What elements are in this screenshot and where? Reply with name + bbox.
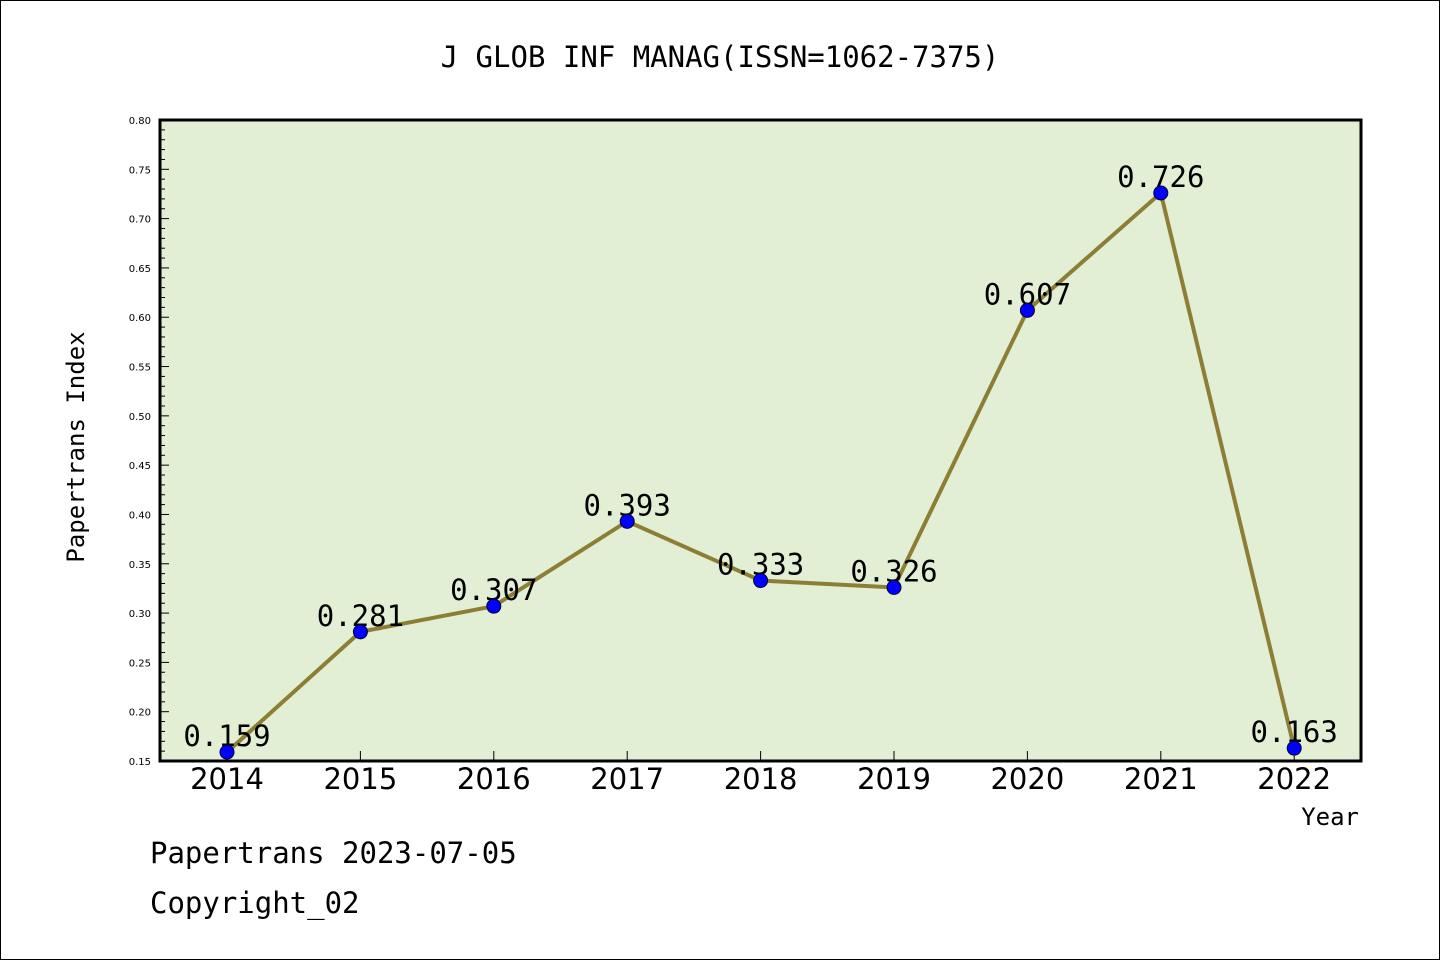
data-point xyxy=(1019,302,1035,318)
data-point xyxy=(352,624,368,640)
x-tick-label: 2014 xyxy=(190,762,264,796)
data-point xyxy=(486,598,502,614)
series-line-segment xyxy=(758,578,896,590)
y-tick-label: 0.45 xyxy=(129,461,151,472)
x-tick-label: 2021 xyxy=(1124,762,1198,796)
y-tick-label: 0.65 xyxy=(129,264,151,275)
y-tick-label: 0.55 xyxy=(129,363,151,374)
y-tick-label: 0.40 xyxy=(129,510,151,521)
x-tick-label: 2017 xyxy=(590,762,664,796)
y-tick-label: 0.25 xyxy=(129,658,151,669)
data-point xyxy=(619,513,635,529)
footer-copyright: Copyright_02 xyxy=(150,886,360,920)
data-point xyxy=(1153,185,1169,201)
series-line-segment xyxy=(1025,190,1163,313)
footer-date: Papertrans 2023-07-05 xyxy=(150,836,517,870)
y-tick-label: 0.50 xyxy=(129,412,151,423)
series-line-segment xyxy=(225,629,363,755)
x-tick-label: 2016 xyxy=(457,762,531,796)
series-line-segment xyxy=(892,308,1030,590)
data-point xyxy=(753,573,769,589)
x-tick-label: 2019 xyxy=(857,762,931,796)
data-point xyxy=(1286,740,1302,756)
plot-area xyxy=(160,120,1361,761)
plot-border xyxy=(158,118,1363,763)
y-tick-label: 0.30 xyxy=(129,609,151,620)
y-tick-label: 0.80 xyxy=(129,116,151,127)
y-tick-label: 0.75 xyxy=(129,165,151,176)
series-line-segment xyxy=(491,519,630,609)
series-line-segment xyxy=(358,604,496,634)
x-tick-label: 2015 xyxy=(323,762,397,796)
x-tick-label: 2018 xyxy=(724,762,798,796)
y-tick-label: 0.20 xyxy=(129,708,151,719)
y-axis-label: Papertrans Index xyxy=(62,331,90,562)
chart-title: J GLOB INF MANAG(ISSN=1062-7375) xyxy=(441,40,1000,74)
y-tick-label: 0.15 xyxy=(129,757,151,768)
data-point xyxy=(886,579,902,595)
series-line-segment xyxy=(1158,190,1297,751)
data-point xyxy=(219,744,235,760)
x-tick-label: 2022 xyxy=(1257,762,1331,796)
x-tick-label: 2020 xyxy=(990,762,1064,796)
x-axis-label: Year xyxy=(1301,803,1359,831)
y-tick-label: 0.60 xyxy=(129,313,151,324)
y-tick-label: 0.70 xyxy=(129,215,151,226)
y-tick-label: 0.35 xyxy=(129,560,151,571)
series-line-segment xyxy=(625,519,763,583)
